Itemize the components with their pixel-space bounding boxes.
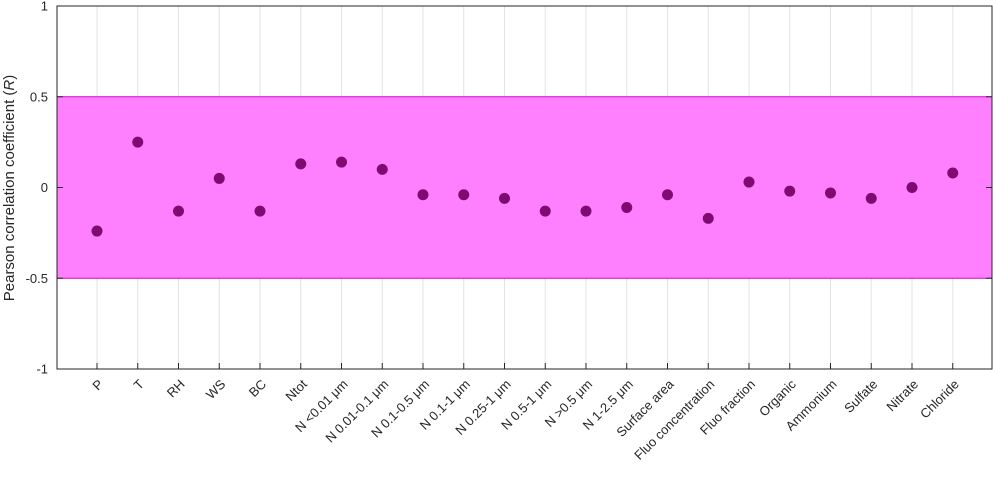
data-point	[213, 172, 225, 184]
y-axis: -1 -0.5 0 0.5 1	[26, 0, 992, 377]
data-point	[91, 225, 103, 237]
x-tick-label: Ntot	[282, 376, 310, 404]
data-point	[947, 167, 959, 179]
y-axis-label-symbol: R	[1, 80, 18, 91]
data-point	[376, 163, 388, 175]
data-point	[784, 185, 796, 197]
y-tick-label: -0.5	[26, 271, 48, 286]
x-tick-label: Sulfate	[841, 377, 880, 416]
data-point	[621, 201, 633, 213]
y-axis-label: Pearson correlation coefficient (R)	[1, 75, 18, 302]
data-point	[132, 136, 144, 148]
y-axis-label-close: )	[1, 75, 18, 80]
data-point	[702, 212, 714, 224]
y-tick-label: 0.5	[30, 89, 48, 104]
data-point	[173, 205, 184, 217]
x-tick-label: P	[89, 377, 106, 394]
data-point	[743, 176, 755, 188]
x-tick-label: Nitrate	[883, 377, 921, 415]
data-point	[662, 189, 673, 201]
x-tick-label: BC	[246, 377, 269, 400]
data-point	[295, 158, 307, 170]
y-tick-label: -1	[36, 362, 48, 377]
data-point	[825, 187, 836, 199]
y-tick-label: 1	[41, 0, 48, 14]
data-point	[865, 192, 877, 204]
data-points	[91, 136, 959, 237]
data-point	[458, 189, 470, 201]
data-point	[417, 189, 429, 201]
data-point	[580, 205, 592, 217]
data-point	[336, 156, 347, 168]
x-tick-label: T	[131, 376, 147, 392]
x-tick-label: WS	[203, 376, 229, 402]
x-tick-label: Chloride	[917, 377, 962, 422]
y-axis-label-main: Pearson correlation coefficient (	[1, 91, 18, 302]
data-point	[254, 205, 266, 217]
correlation-band	[57, 96, 992, 279]
data-point	[499, 192, 510, 204]
data-point	[539, 205, 551, 217]
data-point	[906, 182, 918, 193]
x-tick-label: RH	[164, 377, 188, 401]
y-tick-label: 0	[41, 180, 48, 195]
